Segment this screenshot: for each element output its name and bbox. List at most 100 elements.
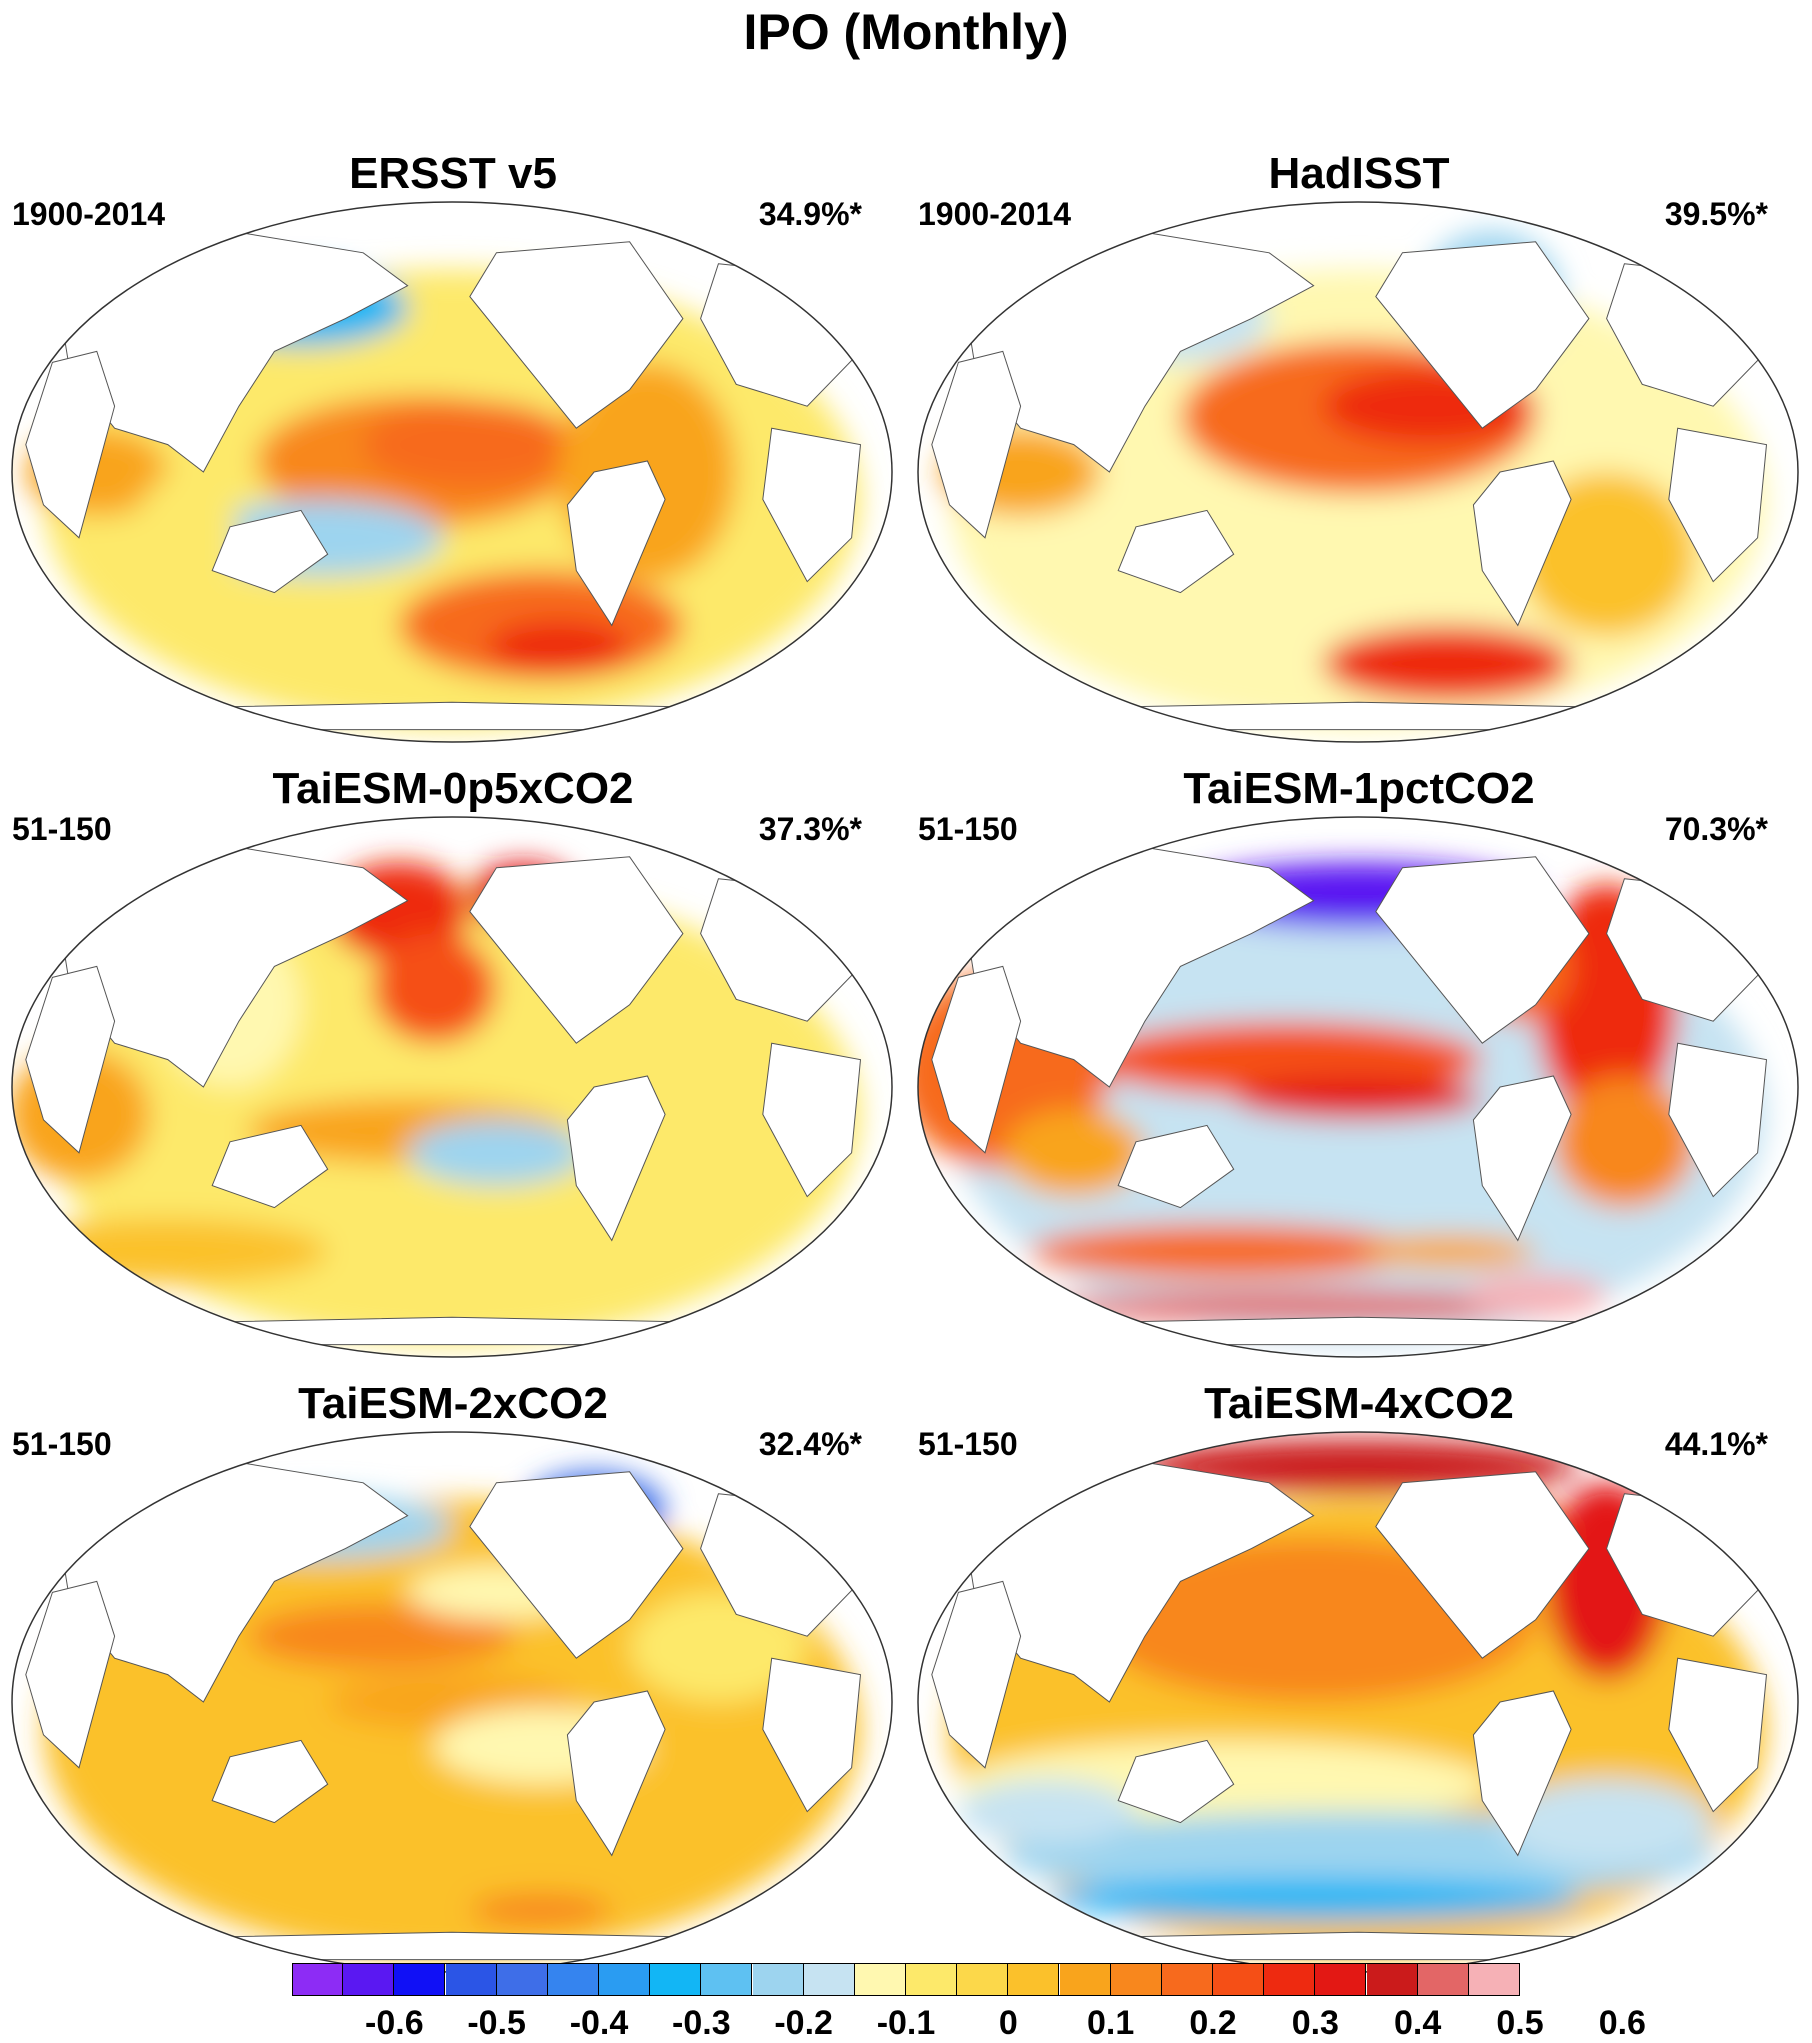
panel-variance: 37.3%* [758,811,862,847]
anomaly-region [132,472,239,604]
sst-map [917,1431,1799,1973]
anomaly-region [12,1218,328,1285]
panel-variance: 34.9%* [758,196,862,232]
colorbar-swatch [854,1963,906,1996]
anomaly-region [1358,1234,1536,1268]
panel-variance: 32.4%* [758,1426,862,1462]
panel-variance: 39.5%* [1664,196,1768,232]
land-mass [762,1042,862,1198]
sst-map [11,816,893,1358]
colorbar [292,1963,1520,1996]
land-mass [762,427,862,583]
anomaly-region [1047,1877,1580,1922]
land-mass [1375,1471,1590,1659]
anomaly-region [1553,1076,1696,1208]
land-mass [762,1657,862,1813]
land-mass [566,1075,666,1242]
panel-variance: 70.3%* [1664,811,1768,847]
map-panel: ERSST v5 1900-2014 34.9%* [0,60,906,743]
colorbar-swatch [394,1963,446,1996]
colorbar-swatch [1315,1963,1367,1996]
colorbar-swatch [1213,1963,1265,1996]
land-mass [25,965,116,1154]
panel-period: 1900-2014 [918,196,1072,232]
colorbar-swatch [957,1963,1009,1996]
land-mass [566,460,666,627]
colorbar-tick-label: 0.5 [1496,2004,1544,2042]
map-border [11,816,893,1358]
colorbar-swatch [1110,1963,1162,1996]
sst-map [11,1431,893,1973]
anomaly-region [487,619,630,675]
anomaly-region [1500,1778,1714,1867]
colorbar-swatch [1264,1963,1316,1996]
land-mass [1117,509,1235,594]
colorbar-swatch [650,1963,702,1996]
colorbar-swatch [803,1963,855,1996]
sst-map [917,816,1799,1358]
colorbar-swatch [343,1963,395,1996]
panel-period: 51-150 [918,811,1018,847]
land-mass [1668,427,1768,583]
anomaly-region [1002,1108,1145,1197]
land-mass [211,509,329,594]
colorbar-tick-label: 0.2 [1189,2004,1237,2042]
land-mass [1472,1690,1572,1857]
sst-map [917,201,1799,743]
land-mass [1117,1739,1235,1824]
anomaly-region [1464,1273,1607,1318]
colorbar-tick-label: 0.4 [1394,2004,1442,2042]
colorbar-tick-label: 0 [998,2004,1018,2042]
colorbar-swatch [752,1963,804,1996]
anomaly-region [247,1603,515,1670]
panel-title: TaiESM-4xCO2 [1204,1379,1514,1428]
anomaly-region [958,1778,1136,1845]
anomaly-region [469,1893,612,1927]
land-mass [211,1739,329,1824]
colorbar-tick-label: -0.6 [365,2004,424,2042]
panel-period: 51-150 [12,1426,112,1462]
land-mass [469,241,684,429]
panel-title: ERSST v5 [349,149,557,198]
colorbar-swatch [1008,1963,1060,1996]
colorbar-tick-label: 0.1 [1087,2004,1135,2042]
map-panel: TaiESM-0p5xCO2 51-150 37.3%* [0,675,906,1358]
map-border [917,201,1799,743]
colorbar-swatch [906,1963,958,1996]
anomaly-region [407,1119,586,1186]
colorbar-tick-label: -0.2 [774,2004,833,2042]
land-mass [931,965,1022,1154]
panel-title: TaiESM-2xCO2 [298,1379,608,1428]
panel-period: 51-150 [12,811,112,847]
land-mass [931,1580,1022,1769]
land-mass [1375,856,1590,1044]
land-mass [566,1690,666,1857]
panel-period: 51-150 [918,1426,1018,1462]
colorbar-swatch [1417,1963,1469,1996]
colorbar-swatch [1366,1963,1418,1996]
anomaly-region [1029,1224,1421,1279]
colorbar-swatch [292,1963,344,1996]
colorbar-tick-label: -0.5 [467,2004,526,2042]
land-mass [25,1580,116,1769]
map-panel: TaiESM-1pctCO2 51-150 70.3%* [906,675,1812,1358]
land-mass [469,1471,684,1659]
colorbar-tick-label: -0.4 [569,2004,629,2042]
land-mass [1668,1042,1768,1198]
anomaly-region [1322,625,1572,703]
colorbar-swatch [1161,1963,1213,1996]
map-border [11,201,893,743]
colorbar-swatch [496,1963,548,1996]
colorbar-swatch [445,1963,497,1996]
panel-title: TaiESM-1pctCO2 [1183,764,1535,813]
panel-variance: 44.1%* [1664,1426,1768,1462]
panel-title: HadISST [1268,149,1450,198]
colorbar-tick-label: 0.3 [1291,2004,1339,2042]
panel-period: 1900-2014 [12,196,166,232]
colorbar-swatch [547,1963,599,1996]
map-panel: TaiESM-2xCO2 51-150 32.4%* [0,1290,906,1973]
colorbar-tick-label: -0.1 [876,2004,936,2042]
anomaly-region [372,933,497,1044]
land-mass [1117,1124,1235,1209]
land-mass [25,350,116,539]
